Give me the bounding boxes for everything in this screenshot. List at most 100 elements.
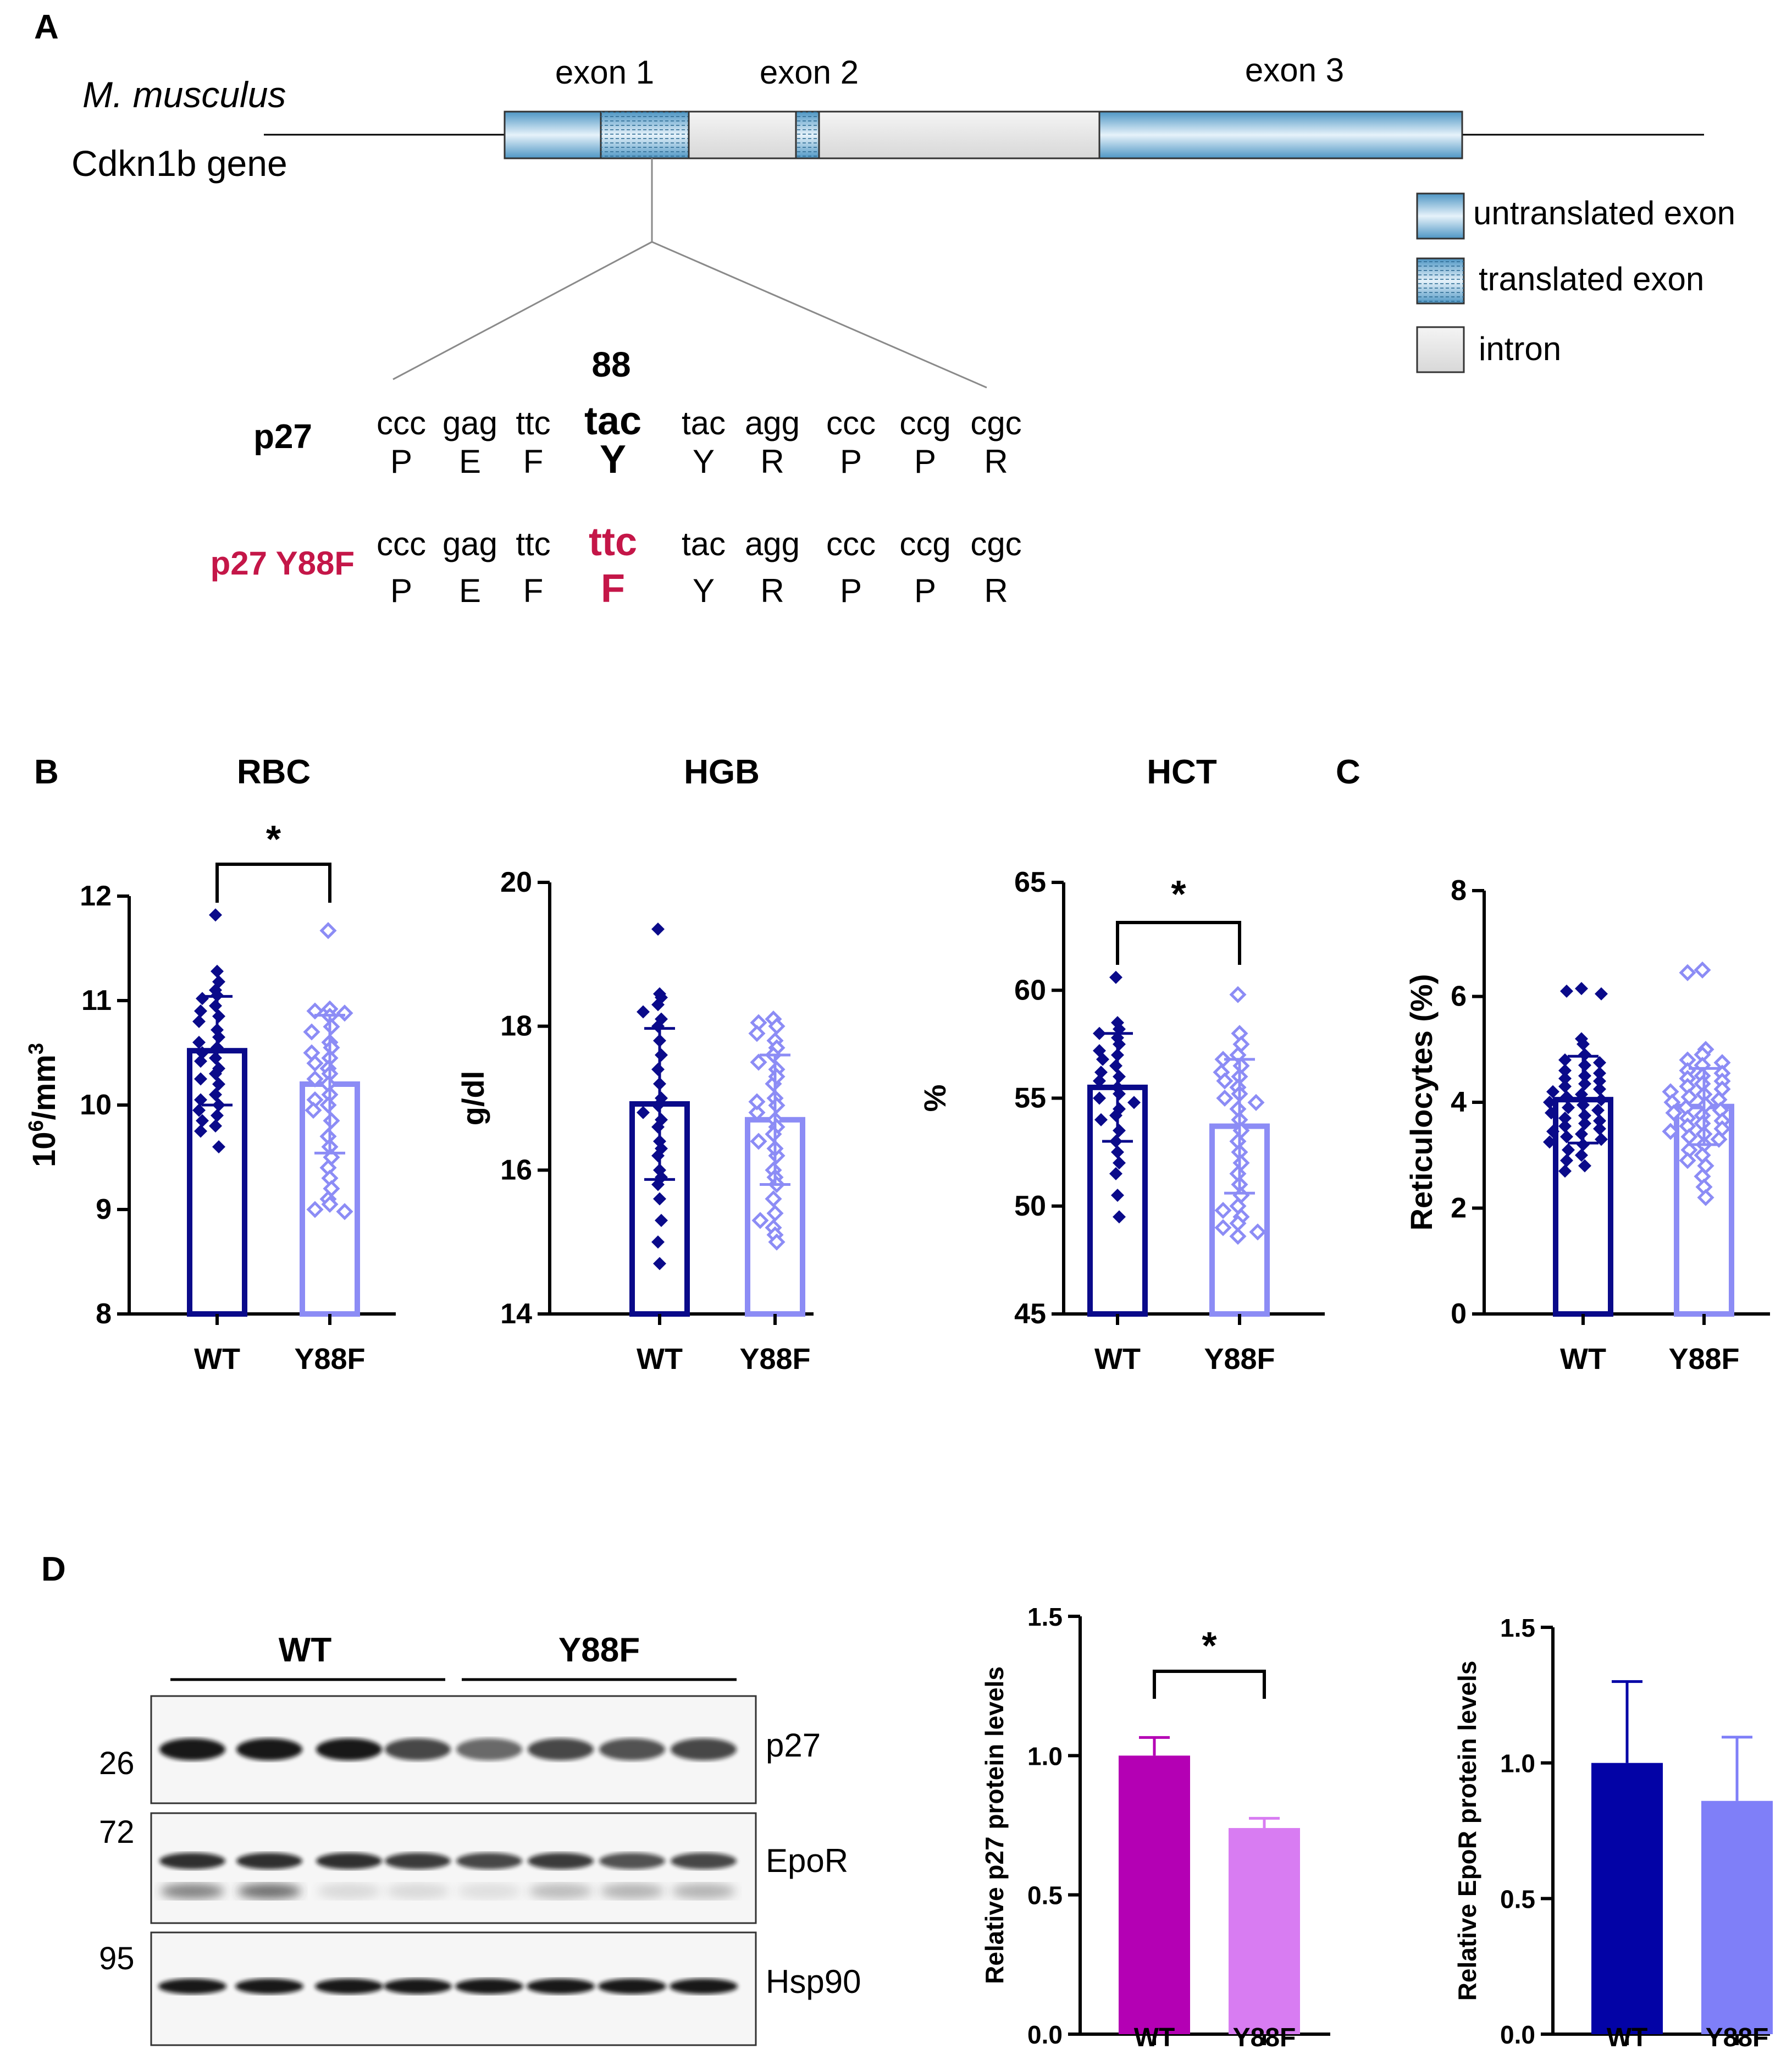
exon3-untranslated [1098,111,1463,159]
data-point [1662,1123,1679,1140]
data-point [1593,1067,1606,1080]
x-tick-label: Y88F [294,1343,365,1376]
data-point [750,1133,767,1150]
data-point [1593,1056,1606,1069]
band-epor [316,1853,382,1869]
data-point [653,1192,666,1206]
y-axis-label: Relative EpoR protein levels [1453,1661,1481,2001]
x-tick-label: Y88F [739,1343,810,1376]
data-point [196,992,209,1006]
y-axis-label-part: 10 [26,1132,62,1168]
data-point [1578,1159,1591,1173]
blot-epor-name: EpoR [766,1842,848,1879]
band-p27 [528,1738,594,1760]
data-point [336,1203,353,1220]
data-point [212,1078,225,1091]
band-epor [599,1853,665,1869]
data-point [1577,1138,1590,1151]
panel-b-label: B [34,753,59,791]
data-point [651,1178,665,1191]
data-point [1560,1130,1573,1144]
data-point [194,1124,207,1138]
codon: gag [443,405,497,441]
data-point [1249,1223,1266,1241]
y-tick-label: 16 [500,1154,532,1186]
significance-star: * [1171,872,1186,915]
western-blot: WT Y88F 26 72 95 p27 EpoR Hsp90 [99,1631,861,2046]
y-axis-label: Relative p27 protein levels [980,1666,1009,1984]
data-point [637,1005,650,1019]
data-point [1679,964,1696,981]
data-point [1560,984,1573,998]
blot-y88f-label: Y88F [558,1631,640,1669]
y-tick-label: 0.0 [1027,2020,1063,2049]
codon: ttc [516,526,550,562]
panel-d-label: D [41,1550,66,1588]
data-point [1109,970,1122,984]
data-point [1113,1087,1126,1101]
data-point [1229,1228,1247,1245]
y-tick-label: 12 [80,880,112,912]
y-axis-label-part: 6 [25,1120,48,1131]
blot-wt-label: WT [279,1631,332,1669]
codon: ccc [377,526,426,562]
data-point [212,1140,225,1153]
data-point [1113,1037,1126,1051]
data-point [768,1068,786,1085]
band-epor-lower [317,1884,381,1899]
data-point [1558,1072,1572,1085]
y-tick-label: 4 [1451,1086,1467,1118]
data-point [748,1093,766,1111]
exon1-untranslated [504,111,602,159]
band-hsp90 [235,1979,303,1994]
data-point [1591,1103,1605,1117]
x-tick-label: Y88F [1668,1343,1739,1376]
data-point [766,1205,784,1222]
data-point [1216,1089,1234,1107]
exon1-translated-pattern [601,112,689,158]
data-point [1109,1059,1122,1073]
y-tick-label: 65 [1014,866,1046,898]
band-epor-lower [386,1884,450,1899]
exon1-label: exon 1 [555,54,654,91]
data-point [1593,1122,1606,1136]
codon: tac [682,526,726,562]
data-point [1694,961,1711,979]
data-point [196,1114,209,1128]
panel-a-gene-diagram: A M. musculus Cdkn1b gene exon 1 exon 2 … [34,8,1735,611]
data-point [1093,1074,1106,1088]
data-point [1679,1152,1696,1169]
significance-star: * [1202,1624,1217,1667]
gene-legend: untranslated exon translated exon intron [1416,192,1735,373]
data-point [655,1213,668,1227]
amino-acid: P [840,572,862,609]
data-point [748,1025,766,1042]
data-point [1578,1069,1591,1083]
data-point [1665,1104,1683,1122]
data-point [209,999,222,1013]
data-point [336,1004,353,1022]
exon2-translated-pattern [796,112,819,158]
data-point [1595,1093,1608,1107]
band-epor-lower [237,1884,301,1899]
bar [1591,1763,1663,2034]
y-tick-label: 2 [1451,1192,1467,1224]
amino-acid: F [523,572,544,609]
data-point [1575,1148,1588,1162]
band-hsp90 [670,1979,738,1994]
data-point [194,1054,207,1068]
amino-acid: Y [693,572,715,609]
band-p27 [236,1738,302,1760]
amino-acid: Y [600,438,626,482]
y-tick-label: 6 [1451,981,1467,1013]
x-tick-label: Y88F [1204,1343,1275,1376]
data-point [1094,1113,1108,1126]
data-point [1578,1058,1591,1072]
band-p27 [456,1738,522,1760]
data-point [1558,1119,1572,1133]
band-epor-lower [529,1884,593,1899]
chart-title: RBC [237,753,311,791]
band-hsp90 [598,1979,666,1994]
amino-acid: R [984,443,1008,480]
data-point [748,1104,766,1122]
